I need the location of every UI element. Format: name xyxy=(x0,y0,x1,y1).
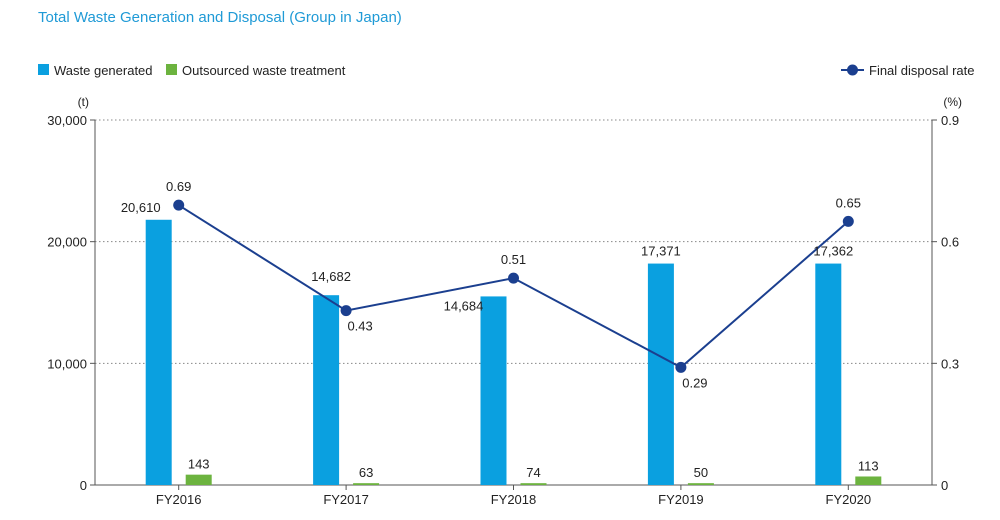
x-tick-label: FY2018 xyxy=(491,492,537,507)
right-tick-label: 0 xyxy=(941,478,948,493)
data-label-disposal-rate: 0.51 xyxy=(501,252,526,267)
left-tick-label: 10,000 xyxy=(47,356,87,371)
data-label-outsourced: 143 xyxy=(188,457,210,472)
data-label-disposal-rate: 0.65 xyxy=(836,195,861,210)
bar-waste-generated xyxy=(145,219,172,485)
data-label-waste-generated: 17,371 xyxy=(641,244,681,259)
disposal-rate-polyline xyxy=(178,204,849,369)
right-tick-label: 0.3 xyxy=(941,356,959,371)
axes: 0 10,000 20,000 30,000 0 0.3 0.6 0.9 (t) (%) FY201… xyxy=(47,95,962,507)
right-tick-label: 0.6 xyxy=(941,235,959,250)
legend-label-outsourced: Outsourced waste treatment xyxy=(182,63,346,78)
left-tick-label: 30,000 xyxy=(47,113,87,128)
data-labels: 143 63 74 50 113 20,610 14,682 14,684 17,371 17,3… xyxy=(121,179,879,480)
data-label-disposal-rate: 0.69 xyxy=(166,179,191,194)
data-label-disposal-rate: 0.43 xyxy=(347,319,372,334)
legend-label-disposal-rate: Final disposal rate xyxy=(869,63,975,78)
bar-waste-generated xyxy=(815,263,842,485)
legend-marker-disposal-rate xyxy=(847,64,858,76)
left-axis-unit: (t) xyxy=(78,95,89,109)
legend-swatch-outsourced xyxy=(166,64,177,75)
data-label-waste-generated: 14,684 xyxy=(444,298,484,313)
left-tick-label: 20,000 xyxy=(47,235,87,250)
bar-outsourced-waste xyxy=(855,476,882,485)
x-tick-label: FY2017 xyxy=(323,492,369,507)
bar-waste-generated xyxy=(647,263,674,485)
bar-waste-generated xyxy=(313,295,340,485)
disposal-rate-point xyxy=(508,272,519,284)
legend-label-waste-generated: Waste generated xyxy=(54,63,153,78)
data-label-outsourced: 113 xyxy=(858,458,879,473)
data-label-waste-generated: 17,362 xyxy=(813,244,853,259)
disposal-rate-point xyxy=(842,215,854,227)
data-label-outsourced: 50 xyxy=(694,465,708,480)
left-tick-label: 0 xyxy=(80,478,87,493)
bar-waste-generated xyxy=(480,296,507,485)
bar-outsourced-waste xyxy=(185,474,212,485)
bar-outsourced-waste xyxy=(520,483,547,485)
legend: Waste generated Outsourced waste treatmen… xyxy=(38,63,975,78)
right-axis-unit: (%) xyxy=(943,95,962,109)
data-label-outsourced: 74 xyxy=(526,465,540,480)
data-label-outsourced: 63 xyxy=(359,465,373,480)
disposal-rate-point xyxy=(340,305,352,317)
data-label-waste-generated: 20,610 xyxy=(121,200,161,215)
x-tick-label: FY2019 xyxy=(658,492,704,507)
data-label-waste-generated: 14,682 xyxy=(311,269,351,284)
x-tick-label: FY2020 xyxy=(826,492,872,507)
x-tick-label: FY2016 xyxy=(156,492,202,507)
bars xyxy=(145,219,882,485)
disposal-rate-point xyxy=(173,199,185,211)
right-tick-label: 0.9 xyxy=(941,113,959,128)
chart-title: Total Waste Generation and Disposal (Gro… xyxy=(38,9,402,26)
disposal-rate-line xyxy=(173,199,854,373)
disposal-rate-point xyxy=(675,361,687,373)
bar-outsourced-waste xyxy=(353,483,380,485)
legend-swatch-waste-generated xyxy=(38,64,49,75)
bar-outsourced-waste xyxy=(687,483,714,485)
data-label-disposal-rate: 0.29 xyxy=(682,375,707,390)
